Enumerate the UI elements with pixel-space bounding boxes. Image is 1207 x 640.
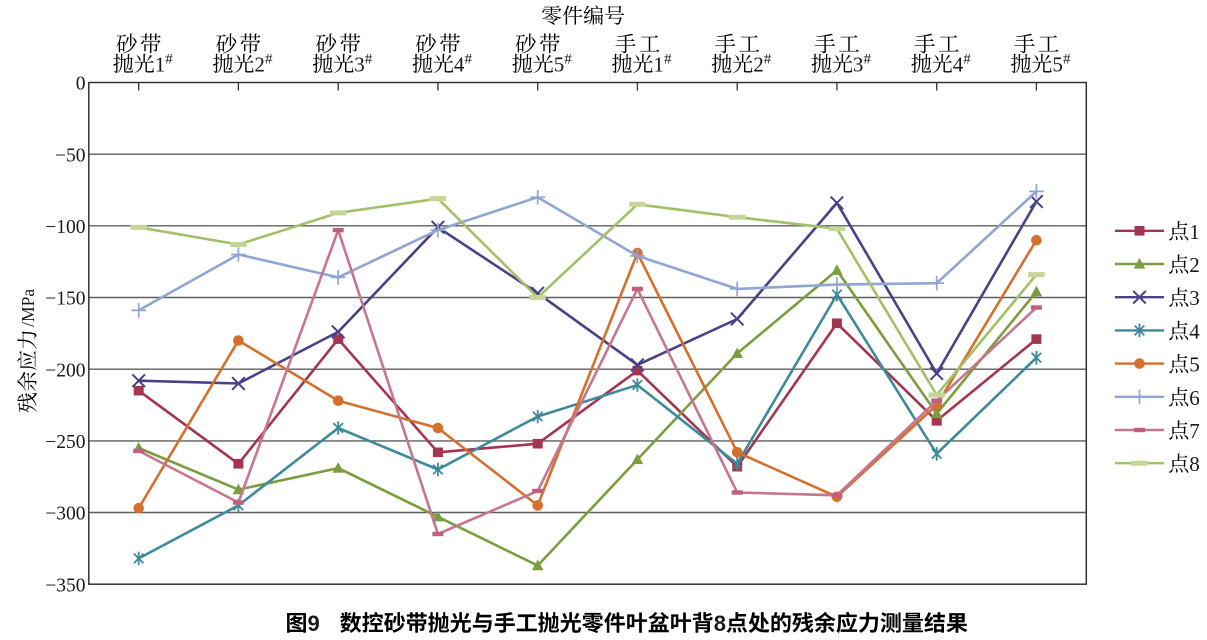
svg-text:1: 1 [653,52,664,76]
svg-text:−350: −350 [45,575,85,596]
svg-text:−300: −300 [45,504,85,525]
svg-text:5: 5 [554,52,565,76]
svg-text:1: 1 [155,52,166,76]
svg-text:8: 8 [1189,452,1200,476]
svg-text:7: 7 [1189,419,1200,443]
svg-text:3: 3 [1189,286,1200,310]
svg-text:1: 1 [1189,220,1200,244]
svg-text:−250: −250 [45,432,85,453]
svg-text:4: 4 [953,52,964,76]
svg-text:9: 9 [308,611,320,636]
svg-text:4: 4 [454,52,465,76]
svg-text:2: 2 [753,52,764,76]
svg-text:−100: −100 [45,217,85,238]
svg-text:#: # [864,51,872,67]
svg-text:#: # [265,51,273,67]
svg-text:5: 5 [1189,353,1200,377]
svg-text:5: 5 [1052,52,1063,76]
svg-text:2: 2 [254,52,265,76]
svg-text:0: 0 [76,74,86,95]
svg-text:−50: −50 [55,145,86,166]
svg-text:−150: −150 [45,289,85,310]
svg-text:/MPa: /MPa [18,289,38,327]
svg-text:6: 6 [1189,386,1200,410]
svg-text:#: # [165,51,173,67]
svg-text:#: # [365,51,373,67]
svg-text:#: # [465,51,473,67]
svg-text:2: 2 [1189,253,1200,277]
svg-text:3: 3 [853,52,864,76]
svg-text:8: 8 [714,611,726,636]
svg-text:#: # [963,51,971,67]
svg-text:4: 4 [1189,319,1200,343]
svg-text:3: 3 [354,52,365,76]
svg-text:−200: −200 [45,360,85,381]
svg-text:#: # [1063,51,1071,67]
svg-text:#: # [764,51,772,67]
svg-text:#: # [664,51,672,67]
svg-text:#: # [564,51,572,67]
